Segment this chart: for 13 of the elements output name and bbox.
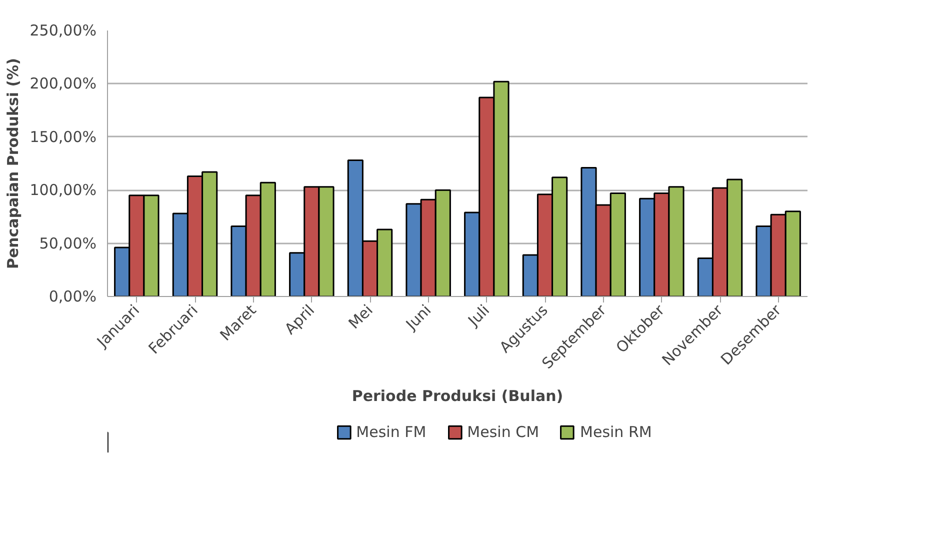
- y-tick-label: 250,00%: [30, 22, 97, 40]
- y-axis-title: Pencapaian Produksi (%): [4, 58, 22, 269]
- y-tick-label: 100,00%: [30, 181, 97, 200]
- x-axis-title: Periode Produksi (Bulan): [352, 386, 564, 405]
- y-tick-label: 50,00%: [39, 234, 97, 252]
- y-tick-label: 0,00%: [48, 288, 97, 306]
- y-tick-label: 150,00%: [30, 128, 97, 146]
- legend-label: Mesin FM: [356, 423, 426, 441]
- x-tick-label: Mei: [345, 301, 376, 332]
- legend-label: Mesin CM: [467, 423, 540, 441]
- x-tick-label: Juli: [464, 301, 494, 330]
- legend-label: Mesin RM: [580, 423, 652, 441]
- y-tick-label: 200,00%: [30, 74, 97, 93]
